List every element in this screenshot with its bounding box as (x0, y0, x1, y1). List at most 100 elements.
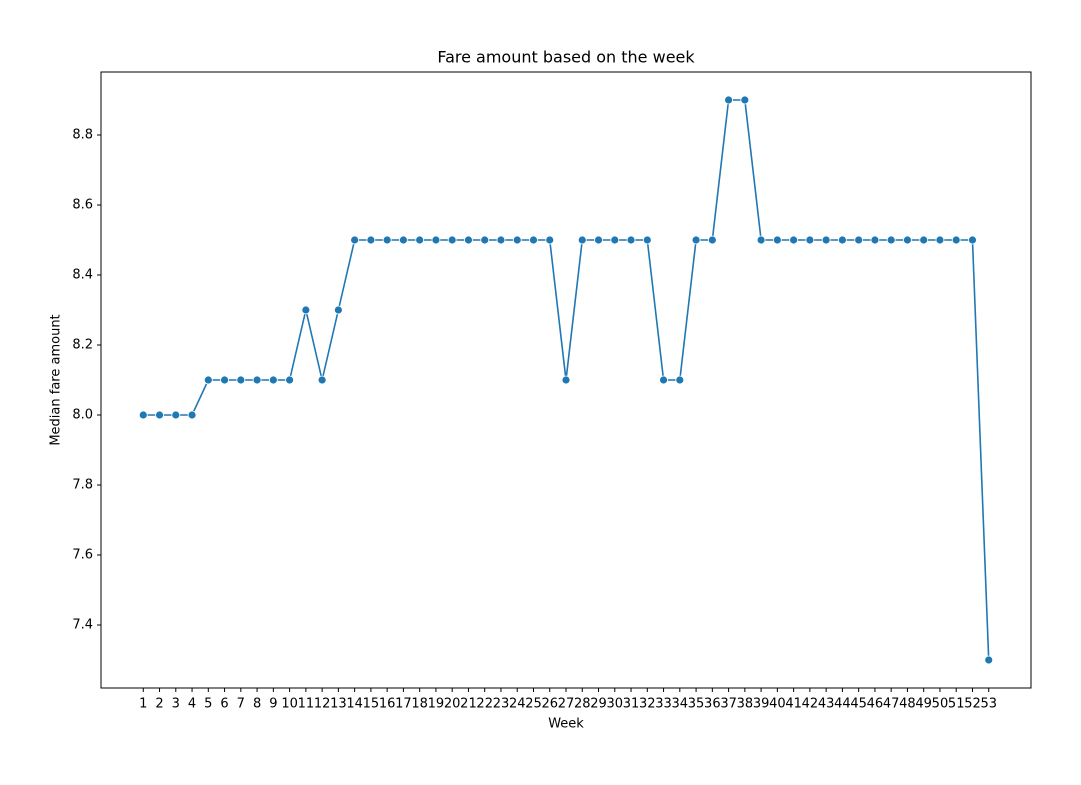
x-tick-label: 26 (541, 697, 558, 712)
point (805, 235, 815, 245)
point (707, 235, 717, 245)
x-tick-label: 28 (574, 697, 591, 712)
x-tick-label: 1 (139, 697, 147, 712)
x-tick-label: 40 (769, 697, 786, 712)
point (171, 410, 181, 420)
y-tick-label: 8.6 (72, 198, 93, 213)
y-tick-label: 7.8 (72, 478, 93, 493)
x-axis-label: Week (548, 717, 584, 732)
x-tick-label: 24 (509, 697, 526, 712)
x-tick-label: 21 (460, 697, 477, 712)
point (236, 375, 246, 385)
x-tick-label: 10 (281, 697, 298, 712)
point (903, 235, 912, 245)
x-tick-label: 47 (883, 697, 900, 712)
x-tick-label: 6 (220, 697, 228, 712)
plot-frame (100, 71, 1032, 689)
x-tick-label: 53 (980, 697, 997, 712)
point (545, 235, 555, 245)
x-tick-label: 48 (899, 697, 916, 712)
x-tick-label: 45 (850, 697, 867, 712)
y-tick-label: 7.4 (72, 618, 93, 633)
point (724, 95, 733, 105)
x-tick-label: 3 (172, 697, 180, 712)
point (626, 235, 636, 245)
point (382, 235, 392, 245)
y-axis-label: Median fare amount (49, 314, 64, 445)
x-tick-label: 31 (623, 697, 640, 712)
x-tick-label: 15 (363, 697, 380, 712)
point (968, 235, 977, 245)
point (317, 375, 327, 385)
x-tick-label: 38 (737, 697, 754, 712)
point (659, 375, 668, 385)
x-tick-label: 7 (237, 697, 245, 712)
x-tick-label: 17 (395, 697, 412, 712)
x-tick-label: 16 (379, 697, 396, 712)
point (984, 655, 994, 665)
x-tick-label: 49 (915, 697, 932, 712)
point (187, 410, 197, 420)
point (415, 235, 425, 245)
x-tick-label: 35 (688, 697, 705, 712)
point (854, 235, 864, 245)
point (935, 235, 945, 245)
point (772, 235, 782, 245)
point (447, 235, 457, 245)
point (919, 235, 929, 245)
x-tick-label: 30 (607, 697, 624, 712)
x-tick-label: 18 (411, 697, 428, 712)
point (837, 235, 847, 245)
point (821, 235, 831, 245)
point (870, 235, 880, 245)
x-tick-label: 43 (818, 697, 835, 712)
point (138, 410, 148, 420)
point (464, 235, 473, 245)
point (577, 235, 587, 245)
point (350, 235, 360, 245)
y-tick-label: 8.2 (72, 338, 93, 353)
point (480, 235, 490, 245)
x-tick-label: 42 (802, 697, 819, 712)
point (529, 235, 538, 245)
x-tick-label: 9 (269, 697, 277, 712)
x-tick-label: 37 (720, 697, 737, 712)
point (155, 410, 164, 420)
x-tick-label: 2 (155, 697, 163, 712)
x-tick-label: 39 (753, 697, 770, 712)
x-tick-label: 25 (525, 697, 542, 712)
x-tick-label: 33 (655, 697, 672, 712)
x-tick-label: 46 (867, 697, 884, 712)
point (594, 235, 603, 245)
point (366, 235, 376, 245)
chart-title: Fare amount based on the week (437, 48, 695, 67)
x-tick-label: 13 (330, 697, 347, 712)
x-tick-label: 23 (493, 697, 510, 712)
point (512, 235, 522, 245)
point (285, 375, 295, 385)
point (675, 375, 685, 385)
point (691, 235, 701, 245)
y-tick-label: 8.8 (72, 128, 93, 143)
y-tick-label: 8.0 (72, 408, 93, 423)
x-tick-label: 5 (204, 697, 212, 712)
x-tick-label: 29 (590, 697, 607, 712)
point (740, 95, 750, 105)
point (886, 235, 896, 245)
y-tick-label: 8.4 (72, 268, 93, 283)
x-tick-label: 41 (785, 697, 802, 712)
x-tick-label: 14 (346, 697, 363, 712)
point (333, 305, 343, 315)
point (399, 235, 408, 245)
point (951, 235, 961, 245)
point (789, 235, 799, 245)
y-tick-label: 7.6 (72, 548, 93, 563)
x-tick-label: 11 (298, 697, 315, 712)
x-tick-label: 12 (314, 697, 331, 712)
point (252, 375, 262, 385)
x-tick-label: 19 (428, 697, 445, 712)
x-tick-label: 44 (834, 697, 851, 712)
point (268, 375, 278, 385)
